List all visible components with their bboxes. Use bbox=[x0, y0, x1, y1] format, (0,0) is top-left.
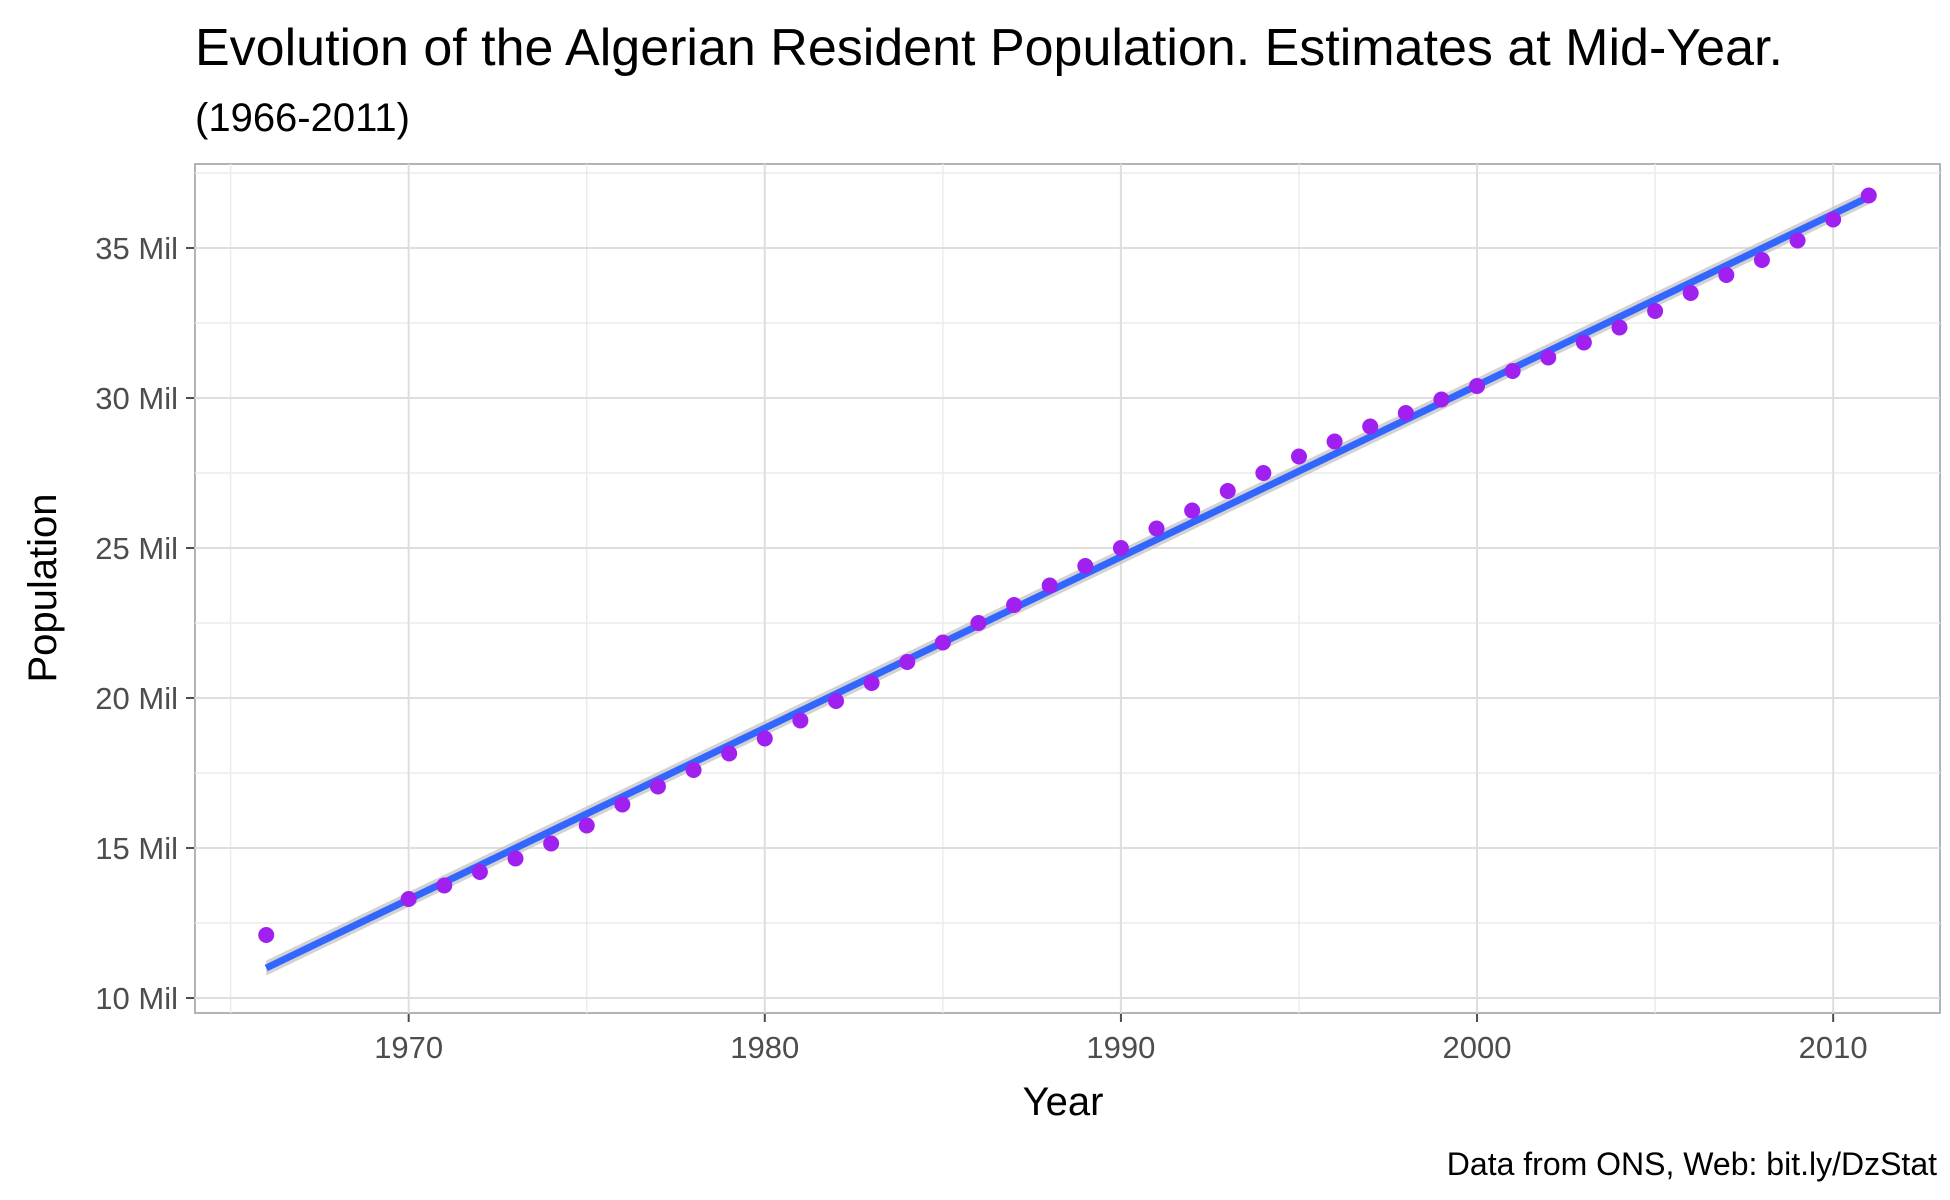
y-tick-label: 30 Mil bbox=[95, 381, 178, 416]
data-point bbox=[685, 762, 702, 778]
data-point bbox=[471, 864, 488, 880]
data-point bbox=[1290, 448, 1307, 465]
data-point bbox=[1397, 405, 1414, 421]
data-point bbox=[1077, 558, 1094, 574]
x-tick-label: 1970 bbox=[374, 1030, 443, 1065]
data-point bbox=[1789, 232, 1806, 249]
x-tick-label: 1980 bbox=[730, 1030, 799, 1065]
x-tick-label: 2000 bbox=[1443, 1030, 1512, 1065]
trend-line-group bbox=[264, 193, 1871, 972]
data-point bbox=[792, 712, 809, 729]
data-point bbox=[1148, 520, 1165, 537]
data-point bbox=[1219, 483, 1236, 499]
data-point bbox=[543, 835, 560, 852]
chart-caption: Data from ONS, Web: bit.ly/DzStat bbox=[1447, 1146, 1937, 1182]
data-point bbox=[1255, 465, 1272, 481]
data-point bbox=[1575, 334, 1592, 351]
data-point bbox=[1041, 577, 1058, 594]
data-point bbox=[1611, 319, 1628, 336]
y-axis-title: Population bbox=[21, 493, 65, 682]
y-tick-label: 10 Mil bbox=[95, 981, 178, 1016]
data-point bbox=[934, 634, 951, 651]
data-point bbox=[863, 675, 880, 691]
data-point bbox=[1682, 285, 1699, 301]
data-point bbox=[1753, 252, 1770, 268]
data-point bbox=[1469, 378, 1486, 394]
major-gridlines bbox=[195, 164, 1940, 1013]
data-point bbox=[756, 730, 773, 747]
data-point bbox=[1825, 211, 1842, 228]
data-point bbox=[1006, 597, 1023, 613]
chart-title: Evolution of the Algerian Resident Popul… bbox=[195, 19, 1783, 77]
data-point bbox=[614, 796, 631, 813]
data-point bbox=[1647, 303, 1664, 319]
y-axis-ticks: 10 Mil 15 Mil 20 Mil 25 Mil 30 Mil 35 Mil bbox=[95, 231, 194, 1016]
x-tick-label: 1990 bbox=[1086, 1030, 1155, 1065]
data-point bbox=[1362, 418, 1379, 435]
x-axis-title: Year bbox=[1023, 1080, 1104, 1124]
data-point bbox=[1326, 433, 1343, 450]
data-point bbox=[1112, 540, 1129, 556]
chart-subtitle: (1966-2011) bbox=[195, 96, 410, 140]
data-point bbox=[578, 817, 595, 834]
x-tick-label: 2010 bbox=[1799, 1030, 1868, 1065]
data-points bbox=[258, 187, 1877, 943]
data-point bbox=[1718, 267, 1735, 283]
y-tick-label: 20 Mil bbox=[95, 681, 178, 716]
data-point bbox=[436, 877, 453, 894]
data-point bbox=[1184, 502, 1201, 519]
data-point bbox=[828, 693, 845, 709]
data-point bbox=[258, 927, 275, 943]
data-point bbox=[721, 745, 738, 762]
trend-line bbox=[264, 193, 1871, 972]
x-axis-ticks: 1970 1980 1990 2000 2010 bbox=[374, 1014, 1868, 1065]
data-point bbox=[400, 891, 417, 907]
data-point bbox=[507, 850, 524, 867]
data-point bbox=[1433, 391, 1450, 408]
data-point bbox=[1540, 349, 1557, 366]
minor-gridlines bbox=[195, 164, 1940, 1013]
data-point bbox=[970, 615, 987, 631]
data-point bbox=[1860, 187, 1877, 204]
y-tick-label: 35 Mil bbox=[95, 231, 178, 266]
y-tick-label: 25 Mil bbox=[95, 531, 178, 566]
data-point bbox=[1504, 363, 1521, 379]
y-tick-label: 15 Mil bbox=[95, 831, 178, 866]
data-point bbox=[899, 654, 916, 670]
data-point bbox=[649, 778, 666, 795]
